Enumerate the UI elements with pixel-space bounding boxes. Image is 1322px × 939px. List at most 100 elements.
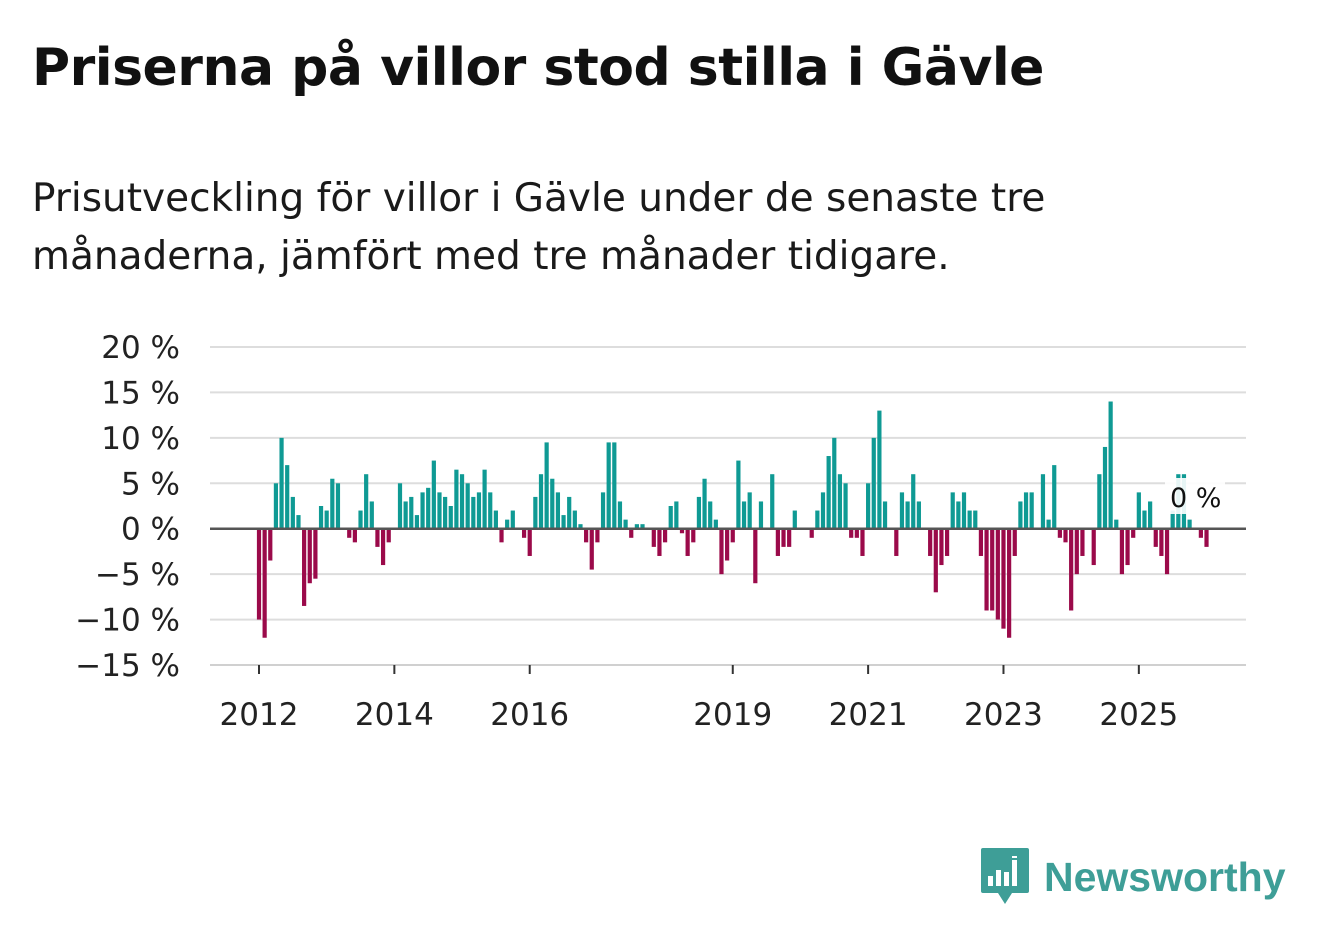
bar-positive (820, 492, 826, 529)
y-tick-label: 0 % (121, 512, 180, 548)
bar-positive (555, 492, 561, 529)
chart-subtitle: Prisutveckling för villor i Gävle under … (32, 176, 1046, 279)
bar-negative (860, 528, 865, 556)
x-axis: 2012 2014 2016 2019 2021 2023 2025 (220, 665, 1178, 733)
bar-positive (1052, 465, 1057, 529)
bar-negative (849, 528, 854, 538)
bar-negative (595, 528, 600, 543)
bar-negative (1091, 528, 1096, 566)
bar-positive (471, 496, 476, 529)
bar-positive (454, 469, 459, 529)
bar-positive (318, 506, 324, 529)
bar-negative (995, 528, 1000, 620)
bar-positive (273, 483, 279, 529)
bar-negative (781, 528, 786, 547)
bar-negative (1069, 528, 1074, 611)
y-tick-label: 5 % (121, 466, 180, 502)
bar-positive (770, 474, 775, 529)
bar-positive (330, 478, 335, 529)
bar-negative (268, 528, 273, 561)
bar-negative (1198, 528, 1203, 538)
chart-title: Priserna på villor stod stilla i Gävle (32, 38, 1044, 98)
bar-negative (854, 528, 859, 538)
x-tick-label: 2019 (693, 697, 772, 733)
bar-positive (702, 478, 707, 529)
bar-negative (1080, 528, 1085, 556)
bar-positive (916, 501, 921, 529)
bar-negative (1001, 528, 1006, 629)
bar-positive (826, 456, 831, 529)
bar-positive (403, 501, 408, 529)
bar-negative (753, 528, 758, 584)
bar-positive (544, 442, 549, 529)
y-tick-label: 10 % (101, 421, 180, 457)
bar-negative (256, 528, 262, 620)
bar-positive (1148, 501, 1153, 529)
y-tick-label: −5 % (95, 557, 180, 593)
bar-positive (956, 501, 961, 529)
bar-negative (1125, 528, 1130, 566)
bar-negative (1074, 528, 1079, 575)
bar-negative (730, 528, 735, 543)
bar-negative (685, 528, 690, 556)
x-tick-label: 2012 (220, 697, 299, 733)
bar-negative (629, 528, 634, 538)
end-value-label: 0 % (1170, 483, 1221, 514)
bar-positive (606, 442, 611, 529)
bar-negative (527, 528, 532, 556)
bar-positive (465, 483, 470, 529)
bar-positive (426, 487, 431, 529)
bar-positive (741, 501, 747, 529)
bar-chart: 20 %15 %10 %5 %0 %−5 %−10 %−15 % 2012 201… (75, 330, 1246, 733)
bar-positive (961, 492, 967, 529)
bar-negative (386, 528, 391, 543)
bar-negative (787, 528, 792, 547)
bar-negative (809, 528, 814, 538)
bar-positive (882, 501, 888, 529)
bar-positive (443, 496, 448, 529)
bar-positive (674, 501, 679, 529)
bar-positive (866, 483, 871, 529)
bar-positive (634, 524, 639, 529)
bar-positive (1040, 474, 1046, 529)
brand-name: Newsworthy (1044, 853, 1286, 900)
bar-negative (1119, 528, 1125, 575)
bar-positive (510, 510, 515, 529)
y-tick-label: −10 % (75, 603, 180, 639)
bar-negative (380, 528, 386, 566)
bar-positive (409, 496, 414, 529)
bar-negative (978, 528, 984, 556)
bar-positive (572, 510, 577, 529)
bar-positive (832, 437, 837, 529)
bar-positive (747, 492, 752, 529)
bar-positive (476, 492, 482, 529)
bar-positive (420, 492, 425, 529)
bar-negative (313, 528, 318, 579)
bar-negative (662, 528, 668, 543)
bar-negative (657, 528, 662, 556)
end-value-label-bg (1165, 478, 1225, 514)
bar-negative (679, 528, 685, 534)
bar-positive (279, 437, 284, 529)
bar-positive (708, 501, 713, 529)
bar-positive (617, 501, 623, 529)
bar-positive (533, 496, 538, 529)
bar-negative (691, 528, 696, 543)
bar-positive (1170, 510, 1175, 529)
x-tick-label: 2014 (355, 697, 434, 733)
bar-positive (837, 474, 843, 529)
bar-positive (600, 492, 606, 529)
bar-positive (482, 469, 487, 529)
bar-negative (719, 528, 724, 575)
bar-positive (550, 478, 555, 529)
bar-negative (262, 528, 267, 638)
bar-negative (1164, 528, 1170, 575)
bar-positive (905, 501, 910, 529)
bar-positive (623, 519, 628, 529)
bar-positive (296, 515, 301, 529)
bar-positive (1136, 492, 1141, 529)
bar-negative (944, 528, 950, 556)
bar-positive (459, 474, 465, 529)
bar-negative (499, 528, 504, 543)
bar-positive (1142, 510, 1147, 529)
